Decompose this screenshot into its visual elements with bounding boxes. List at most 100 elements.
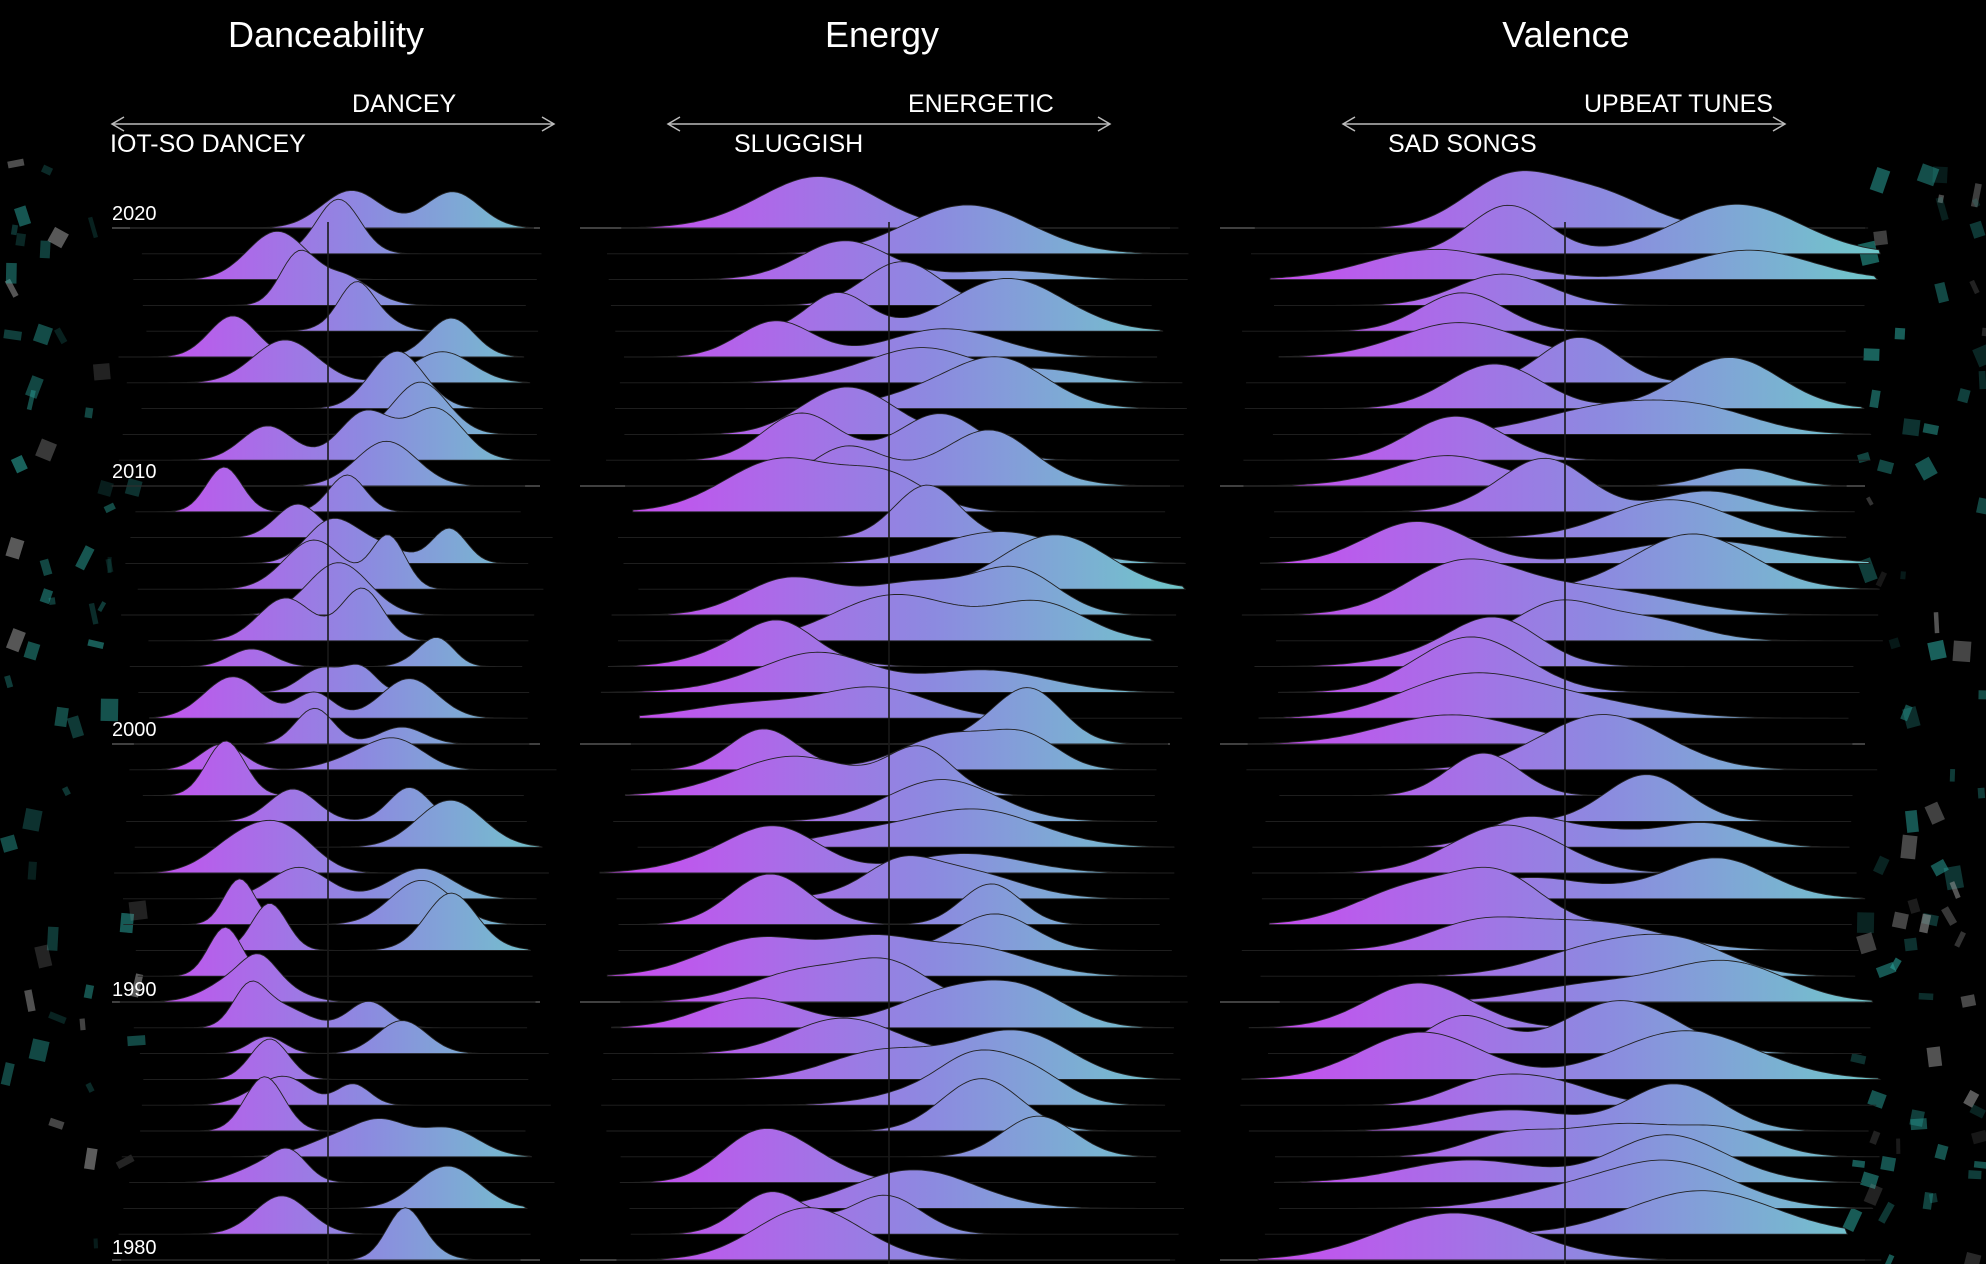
density-ridge xyxy=(620,1115,1157,1158)
confetti-speck xyxy=(119,912,135,934)
density-ridge xyxy=(139,1020,549,1055)
confetti-speck xyxy=(1905,809,1919,833)
confetti-speck xyxy=(1856,912,1875,934)
density-ridge xyxy=(607,619,1178,668)
confetti-speck xyxy=(97,480,114,497)
hint-right-danceability: DANCEY xyxy=(352,90,457,118)
density-ridge xyxy=(1261,857,1866,900)
confetti-speck xyxy=(1891,911,1909,930)
confetti-speck xyxy=(1970,183,1982,208)
confetti-speck xyxy=(1873,855,1890,876)
confetti-speck xyxy=(1860,1171,1879,1189)
confetti-speck xyxy=(1963,1252,1982,1264)
density-ridge xyxy=(118,315,525,358)
density-ridge xyxy=(1258,672,1849,719)
confetti-speck xyxy=(127,1035,146,1047)
confetti-speck xyxy=(1949,769,1956,782)
density-ridge xyxy=(119,953,536,1003)
confetti-speck xyxy=(1867,1089,1887,1109)
density-ridge xyxy=(1241,916,1859,951)
confetti-speck xyxy=(5,537,25,560)
confetti-speck xyxy=(87,639,105,650)
confetti-speck xyxy=(83,984,95,999)
density-ridge xyxy=(141,198,542,255)
density-ridge xyxy=(615,277,1164,332)
density-ridge xyxy=(118,407,551,461)
confetti-speck xyxy=(1918,992,1934,1001)
density-ridge xyxy=(140,1076,526,1132)
confetti-speck xyxy=(54,327,68,345)
confetti-speck xyxy=(1919,913,1932,934)
density-ridge xyxy=(620,957,1188,1003)
confetti-speck xyxy=(1933,612,1940,634)
density-ridge xyxy=(1274,273,1865,306)
year-label-2010: 2010 xyxy=(112,461,157,483)
confetti-speck xyxy=(1952,640,1972,663)
confetti-speck xyxy=(107,556,112,574)
confetti-speck xyxy=(1978,690,1986,700)
confetti-speck xyxy=(1878,1201,1895,1224)
density-ridge xyxy=(1264,1190,1848,1235)
confetti-speck xyxy=(115,1154,135,1170)
confetti-speck xyxy=(1941,906,1958,926)
density-ridge xyxy=(126,339,531,384)
density-ridge xyxy=(118,1195,531,1235)
confetti-speck xyxy=(1969,279,1980,295)
hint-left-danceability: IOT-SO DANCEY xyxy=(110,130,306,158)
confetti-speck xyxy=(1902,418,1921,437)
confetti-speck xyxy=(1930,858,1949,877)
confetti-speck xyxy=(92,363,111,381)
density-ridge xyxy=(1268,866,1852,926)
density-ridge xyxy=(135,466,521,513)
confetti-speck xyxy=(4,278,19,298)
confetti-speck xyxy=(1914,456,1938,481)
density-ridge xyxy=(613,779,1158,822)
density-ridge xyxy=(632,457,1166,513)
density-ridge xyxy=(1241,1030,1882,1080)
panel-title-danceability: Danceability xyxy=(227,14,425,55)
confetti-speck xyxy=(34,944,53,969)
confetti-speck xyxy=(15,233,27,247)
density-ridge xyxy=(618,873,1160,926)
density-ridge xyxy=(619,347,1183,384)
confetti-speck xyxy=(1916,163,1940,187)
density-ridge xyxy=(606,934,1188,977)
confetti-speck xyxy=(3,329,23,341)
confetti-speck xyxy=(1877,459,1895,475)
confetti-speck xyxy=(1954,931,1966,948)
confetti-speck xyxy=(39,588,54,605)
confetti-speck xyxy=(1863,1183,1883,1206)
density-ridge xyxy=(1243,415,1871,461)
confetti-speck xyxy=(14,205,32,227)
confetti-speck xyxy=(87,216,99,239)
confetti-speck xyxy=(1978,370,1986,390)
density-ridge xyxy=(1257,1212,1882,1261)
density-ridge xyxy=(135,892,531,951)
confetti-speck xyxy=(85,1082,95,1093)
density-ridge xyxy=(1272,399,1872,435)
density-ridge xyxy=(1275,1122,1880,1158)
axis-arrow xyxy=(110,116,556,132)
confetti-speck xyxy=(75,545,95,571)
confetti-speck xyxy=(22,808,43,832)
confetti-speck xyxy=(1969,1104,1986,1119)
confetti-speck xyxy=(1869,167,1891,194)
confetti-speck xyxy=(1937,194,1945,204)
density-ridge xyxy=(1240,1073,1877,1106)
confetti-speck xyxy=(1866,496,1874,506)
hint-left-energy: SLUGGISH xyxy=(734,130,864,158)
density-ridge xyxy=(138,663,530,693)
density-ridge xyxy=(110,440,526,487)
confetti-speck xyxy=(1894,327,1906,340)
density-ridge xyxy=(615,356,1187,410)
confetti-speck xyxy=(1873,230,1888,246)
confetti-speck xyxy=(32,323,53,346)
density-ridge xyxy=(133,980,528,1029)
density-ridge xyxy=(114,819,549,874)
density-ridge xyxy=(125,517,529,564)
confetti-speck xyxy=(1900,704,1913,722)
confetti-speck xyxy=(1981,327,1986,337)
density-ridge xyxy=(141,1075,551,1106)
